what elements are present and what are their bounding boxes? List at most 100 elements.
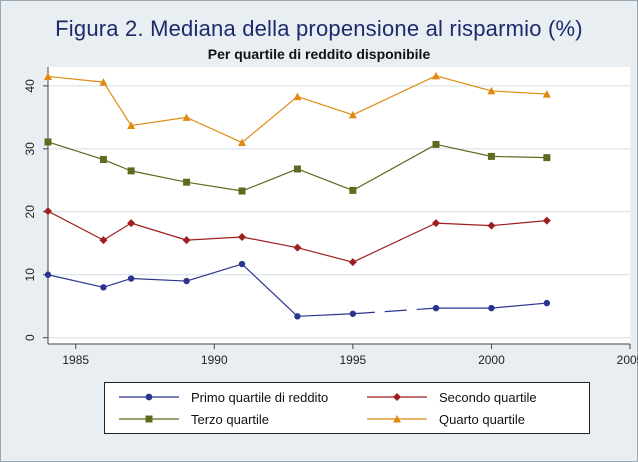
legend-swatch-secondo: [367, 393, 427, 401]
series-3-point-7: [432, 71, 440, 80]
chart-title: Figura 2. Mediana della propensione al r…: [55, 16, 583, 41]
series-1-segment-7: [435, 222, 492, 227]
series-3-segment-4: [241, 96, 298, 144]
series-0-point-4: [238, 260, 246, 268]
series-0-segment-6: [352, 307, 437, 315]
series-1-point-1: [99, 236, 108, 245]
x-tick-label-1: 1990: [201, 353, 228, 367]
series-1-point-6: [348, 258, 357, 267]
series-0-point-8: [488, 304, 495, 312]
series-0-segment-1: [103, 277, 132, 288]
series-3-point-0: [44, 72, 52, 80]
series-0-segment-2: [131, 277, 187, 282]
series-0-point-9: [543, 299, 551, 307]
series-1-point-0: [44, 207, 52, 216]
series-0-point-2: [127, 275, 135, 282]
legend-item-primo: Primo quartile di reddito: [119, 387, 328, 407]
series-1-point-4: [238, 232, 246, 241]
series-2-point-2: [127, 167, 135, 175]
series-0-segment-5: [297, 313, 353, 317]
series-3-segment-8: [491, 90, 547, 95]
series-2-segment-2: [131, 170, 187, 183]
series-2-point-7: [432, 140, 440, 148]
series-1-segment-6: [352, 222, 437, 263]
chart-subtitle: Per quartile di reddito disponibile: [207, 46, 431, 62]
series-2-point-8: [487, 152, 495, 160]
series-3-point-1: [99, 78, 108, 86]
series-2-point-6: [349, 186, 357, 194]
series-2-segment-4: [241, 168, 298, 192]
x-tick-label-4: 2005: [617, 353, 638, 367]
series-0-point-1: [100, 284, 107, 291]
series-3-point-8: [487, 86, 496, 95]
series-0-segment-3: [186, 263, 243, 282]
legend-label-primo: Primo quartile di reddito: [191, 389, 329, 405]
series-3-point-6: [348, 110, 357, 119]
series-2-point-3: [183, 178, 191, 186]
series-3-point-2: [127, 121, 136, 130]
series-2-segment-7: [435, 143, 492, 157]
y-tick-label-4: 40: [23, 79, 37, 93]
series-3-segment-0: [47, 75, 104, 83]
series-2-segment-6: [352, 143, 437, 191]
legend-item-secondo: Secondo quartile: [367, 387, 537, 407]
series-0-segment-0: [47, 274, 104, 288]
x-tick-label-0: 1985: [62, 353, 89, 367]
plot-area: [48, 67, 630, 344]
series-0-point-7: [432, 304, 440, 312]
series-1-point-3: [182, 236, 191, 245]
legend-swatch-primo: [119, 393, 179, 401]
legend-label-secondo: Secondo quartile: [439, 389, 537, 405]
series-1-point-7: [432, 219, 440, 228]
series-3-segment-2: [131, 116, 187, 127]
series-1-point-9: [542, 216, 551, 225]
legend-item-terzo: Terzo quartile: [119, 409, 269, 429]
series-3-point-5: [293, 92, 302, 101]
series-1-segment-1: [103, 222, 132, 241]
x-tick-label-2: 1995: [340, 353, 367, 367]
series-2-point-4: [238, 187, 246, 195]
series-1-segment-2: [130, 222, 187, 241]
series-0-point-6: [349, 310, 357, 317]
series-3-point-4: [238, 138, 246, 147]
series-2-point-5: [293, 165, 301, 173]
series-2-point-1: [99, 156, 107, 164]
series-1-segment-8: [491, 220, 547, 227]
series-1-segment-3: [186, 236, 243, 241]
legend-swatch-quarto: [367, 415, 427, 423]
series-1-point-2: [127, 219, 136, 228]
y-tick-label-1: 10: [23, 268, 37, 282]
series-1-segment-0: [47, 210, 104, 241]
series-2-segment-3: [186, 181, 243, 192]
series-0-segment-8: [491, 302, 547, 309]
legend-label-terzo: Terzo quartile: [191, 411, 270, 427]
series-3-segment-7: [435, 75, 492, 92]
series-2-segment-0: [47, 141, 104, 161]
series-1-point-8: [487, 221, 496, 230]
series-3-segment-3: [186, 116, 243, 144]
series-1-segment-4: [241, 236, 298, 249]
legend-item-quarto: Quarto quartile: [367, 409, 525, 429]
series-2-point-9: [543, 154, 551, 162]
chart-legend: Primo quartile di reddito Secondo quarti…: [104, 382, 590, 434]
y-tick-label-3: 30: [23, 142, 37, 156]
y-tick-label-2: 20: [23, 205, 37, 219]
series-1-point-5: [293, 243, 302, 252]
legend-swatch-terzo: [119, 415, 179, 423]
series-1-segment-5: [297, 247, 354, 263]
series-0-point-0: [44, 271, 52, 278]
series-2-segment-1: [103, 158, 132, 172]
series-2-point-0: [44, 138, 52, 146]
x-tick-label-3: 2000: [478, 353, 505, 367]
y-tick-label-0: 0: [23, 334, 37, 341]
legend-label-quarto: Quarto quartile: [439, 411, 525, 427]
series-3-segment-6: [352, 75, 437, 116]
series-0-point-5: [294, 313, 301, 320]
series-2-segment-5: [297, 168, 354, 191]
series-0-point-3: [183, 277, 190, 285]
series-2-segment-8: [491, 155, 547, 159]
series-0-segment-4: [241, 263, 298, 317]
series-3-point-9: [542, 90, 551, 98]
series-3-segment-1: [102, 81, 132, 126]
